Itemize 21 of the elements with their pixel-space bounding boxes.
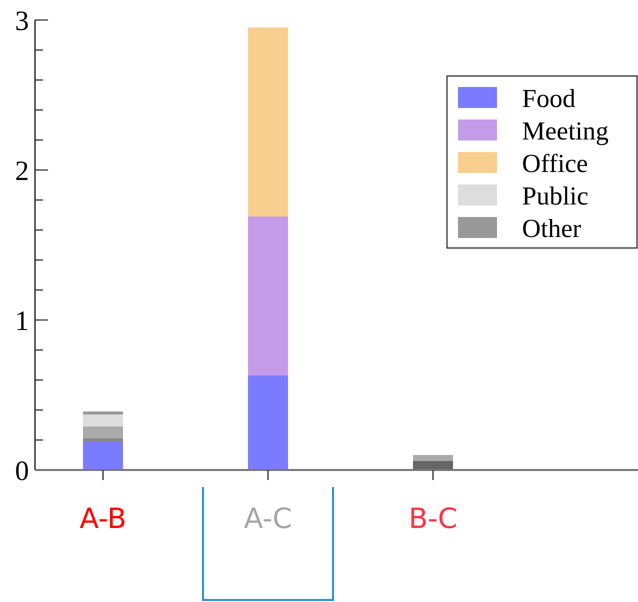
bar (248, 216, 288, 376)
x-tick-label: A-B (80, 502, 126, 535)
bar (83, 442, 123, 470)
legend-label: Other (522, 214, 582, 244)
y-tick-label: 0 (15, 456, 29, 487)
bar (248, 28, 288, 216)
legend-label: Public (522, 182, 588, 211)
x-tick-label: A-C (244, 502, 292, 535)
legend-label: Meeting (522, 116, 609, 146)
y-tick-label: 3 (15, 6, 29, 37)
bar (83, 426, 123, 438)
bar (83, 414, 123, 426)
bar (83, 412, 123, 414)
legend-label: Food (522, 84, 576, 114)
bar (413, 455, 453, 461)
legend-label: Office (522, 149, 588, 178)
bar (248, 376, 288, 470)
x-tick-label: B-C (408, 502, 458, 535)
y-tick-label: 2 (15, 156, 29, 187)
y-tick-label: 1 (15, 306, 29, 337)
bar (83, 438, 123, 442)
